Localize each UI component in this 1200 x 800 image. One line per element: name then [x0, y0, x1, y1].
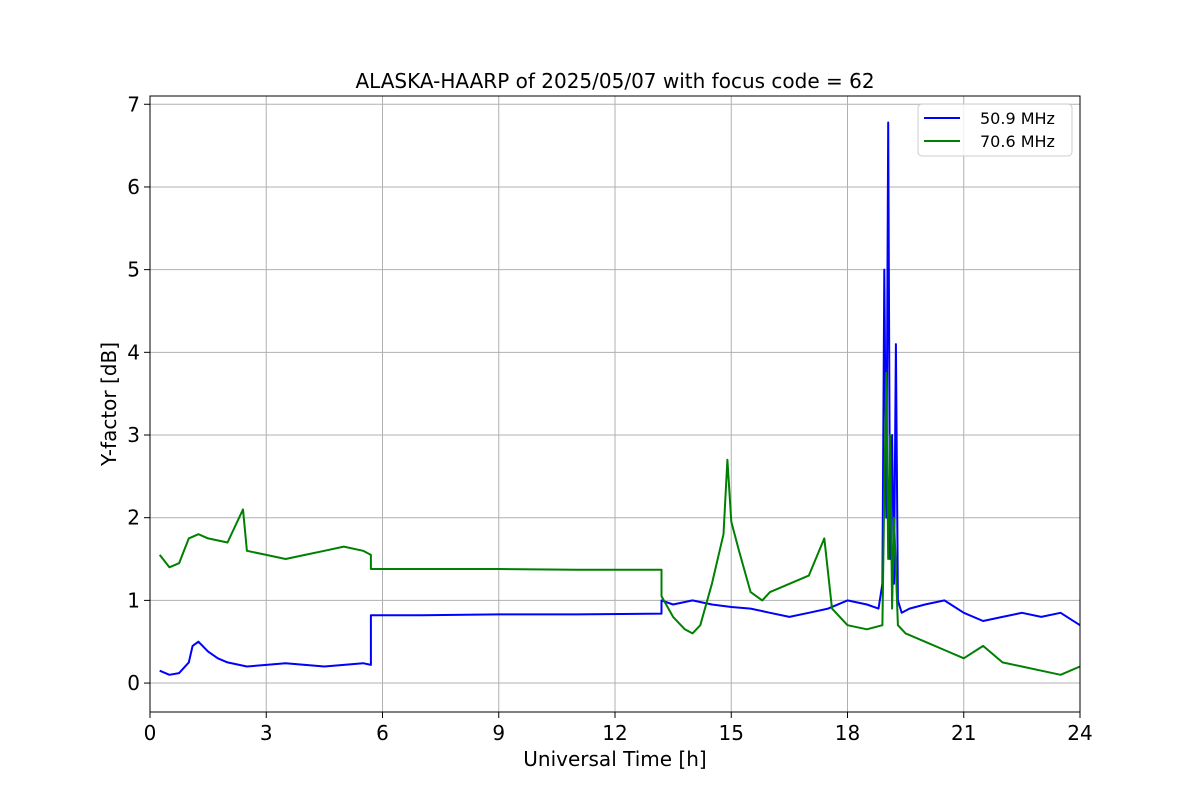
y-tick-label-1: 1: [127, 588, 140, 612]
y-axis-label: Y-factor [dB]: [97, 342, 121, 467]
series-lines: [158, 121, 1081, 676]
chart-title: ALASKA-HAARP of 2025/05/07 with focus co…: [355, 69, 874, 93]
legend-entry-1: 70.6 MHz: [980, 132, 1055, 151]
series-line-70-6-mhz: [158, 372, 1081, 676]
x-tick-label-1: 3: [260, 721, 273, 745]
x-tick-label-7: 21: [951, 721, 976, 745]
series-line-50-9-mhz: [159, 121, 1081, 676]
y-tick-label-4: 4: [127, 340, 140, 364]
x-tick-label-2: 6: [376, 721, 389, 745]
y-tick-label-6: 6: [127, 175, 140, 199]
x-tick-label-6: 18: [835, 721, 860, 745]
legend: 50.9 MHz 70.6 MHz: [917, 103, 1073, 157]
x-tick-label-4: 12: [602, 721, 627, 745]
x-tick-label-8: 24: [1067, 721, 1092, 745]
y-tick-label-5: 5: [127, 258, 140, 282]
x-tick-label-3: 9: [492, 721, 505, 745]
x-axis-label: Universal Time [h]: [523, 747, 706, 771]
x-tick-label-0: 0: [144, 721, 157, 745]
y-tick-label-3: 3: [127, 423, 140, 447]
y-tick-label-7: 7: [127, 92, 140, 116]
y-tick-label-2: 2: [127, 506, 140, 530]
y-tick-label-0: 0: [127, 671, 140, 695]
x-tick-label-5: 15: [719, 721, 744, 745]
legend-entry-0: 50.9 MHz: [980, 109, 1055, 128]
